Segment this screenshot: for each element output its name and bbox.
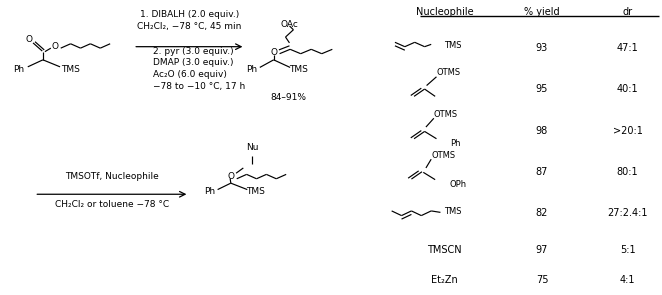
- Text: 4:1: 4:1: [620, 275, 636, 285]
- Text: % yield: % yield: [524, 6, 560, 17]
- Text: O: O: [227, 172, 234, 181]
- Text: Ph: Ph: [204, 187, 215, 196]
- Text: Ac₂O (6.0 equiv): Ac₂O (6.0 equiv): [153, 70, 227, 79]
- Text: Ph: Ph: [449, 139, 460, 148]
- Text: 5:1: 5:1: [620, 245, 636, 255]
- Text: 40:1: 40:1: [617, 84, 638, 94]
- Text: DMAP (3.0 equiv.): DMAP (3.0 equiv.): [153, 58, 234, 67]
- Text: TMS: TMS: [444, 41, 462, 50]
- Text: OAc: OAc: [281, 20, 299, 29]
- Text: 97: 97: [536, 245, 548, 255]
- Text: Ph: Ph: [246, 65, 258, 74]
- Text: OTMS: OTMS: [431, 151, 455, 160]
- Text: OTMS: OTMS: [434, 110, 458, 119]
- Text: Et₂Zn: Et₂Zn: [431, 275, 457, 285]
- Text: dr: dr: [622, 6, 633, 17]
- Text: Nucleophile: Nucleophile: [416, 6, 473, 17]
- Text: 2. pyr (3.0 equiv.): 2. pyr (3.0 equiv.): [153, 47, 234, 55]
- Text: 95: 95: [536, 84, 548, 94]
- Text: O: O: [270, 48, 277, 57]
- Text: TMSCN: TMSCN: [427, 245, 461, 255]
- Text: CH₂Cl₂ or toluene −78 °C: CH₂Cl₂ or toluene −78 °C: [55, 200, 169, 209]
- Text: −78 to −10 °C, 17 h: −78 to −10 °C, 17 h: [153, 82, 245, 91]
- Text: TMS: TMS: [289, 65, 307, 74]
- Text: 80:1: 80:1: [617, 167, 638, 177]
- Text: 1. DIBALH (2.0 equiv.): 1. DIBALH (2.0 equiv.): [140, 10, 239, 19]
- Text: 98: 98: [536, 127, 548, 136]
- Text: O: O: [52, 42, 59, 51]
- Text: O: O: [26, 35, 32, 44]
- Text: 75: 75: [536, 275, 548, 285]
- Text: 93: 93: [536, 43, 548, 53]
- Text: TMS: TMS: [61, 65, 80, 74]
- Text: Nu: Nu: [246, 143, 258, 152]
- Text: 84–91%: 84–91%: [270, 93, 306, 102]
- Text: 47:1: 47:1: [617, 43, 639, 53]
- Text: TMS: TMS: [246, 187, 265, 196]
- Text: TMSOTf, Nucleophile: TMSOTf, Nucleophile: [66, 172, 159, 181]
- Text: OPh: OPh: [449, 180, 467, 189]
- Text: OTMS: OTMS: [436, 68, 461, 78]
- Text: TMS: TMS: [444, 207, 462, 216]
- Text: 27:2.4:1: 27:2.4:1: [608, 208, 648, 218]
- Text: Ph: Ph: [13, 65, 24, 74]
- Text: CH₂Cl₂, −78 °C, 45 min: CH₂Cl₂, −78 °C, 45 min: [137, 22, 242, 31]
- Text: 87: 87: [536, 167, 548, 177]
- Text: 82: 82: [536, 208, 548, 218]
- Text: >20:1: >20:1: [613, 127, 643, 136]
